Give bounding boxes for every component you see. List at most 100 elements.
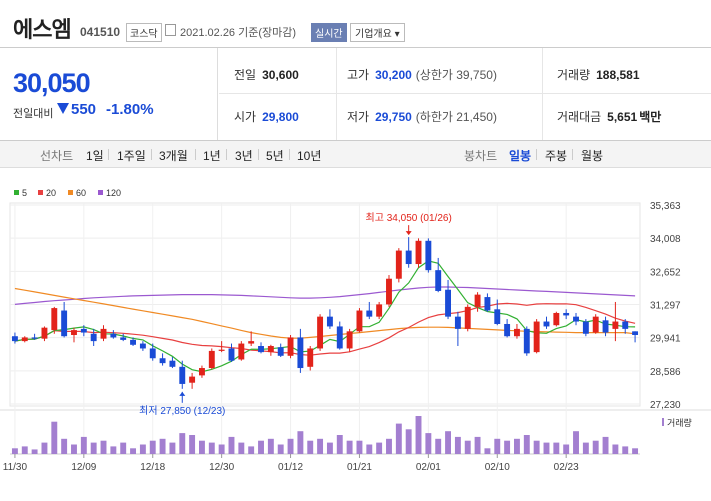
high-price: 고가 30,200 (상한가 39,750): [347, 66, 497, 83]
period-1w[interactable]: 1주일: [117, 149, 146, 163]
prev-close-value: 30,600: [262, 68, 299, 82]
x-tick-label: 12/09: [71, 462, 96, 473]
candle-body: [120, 337, 127, 340]
period-3y[interactable]: 3년: [235, 149, 253, 163]
candle-body: [592, 316, 599, 333]
volume-bar: [533, 440, 540, 454]
candle-body: [307, 348, 314, 367]
volume-bar: [258, 440, 264, 454]
candle-body: [346, 331, 353, 349]
volume-bar: [514, 438, 520, 454]
chevron-down-icon: ▾: [394, 29, 400, 40]
volume-bar: [632, 448, 639, 454]
x-tick-label: 02/23: [554, 462, 579, 473]
y-tick-label: 31,297: [650, 301, 681, 312]
volume-bar: [139, 444, 146, 454]
divider: [226, 149, 227, 160]
volume-bar: [504, 440, 511, 454]
candle-body: [573, 316, 579, 322]
volume-bar: [189, 435, 196, 454]
y-tick-label: 34,008: [650, 234, 681, 245]
x-tick-label: 01/21: [347, 462, 372, 473]
trade-amount: 거래대금 5,651 백만: [557, 108, 661, 125]
candle-body: [297, 337, 304, 369]
divider: [289, 149, 290, 160]
high-value: 30,200: [375, 68, 412, 82]
volume-bar: [543, 442, 550, 454]
ma20-line: [14, 302, 636, 356]
volume-bar: [41, 442, 48, 454]
x-tick-label: 12/30: [209, 462, 234, 473]
period-1y[interactable]: 1년: [203, 149, 221, 163]
realtime-button[interactable]: 실시간: [311, 23, 347, 42]
volume-bar: [494, 438, 501, 454]
volume-bar: [51, 421, 58, 454]
volume-bar: [287, 438, 294, 454]
candle-body: [553, 312, 560, 326]
candle-body: [435, 270, 442, 291]
candle-body: [130, 339, 136, 345]
candle-daily[interactable]: 일봉: [509, 149, 532, 163]
volume-bar: [435, 438, 442, 454]
stock-chart: 35,363 34,008 32,652 31,297 29,941 28,586 27,2…: [0, 168, 711, 496]
divider: [151, 149, 152, 160]
candle-body: [395, 250, 402, 279]
volume-bar: [622, 446, 629, 454]
ma120-line: [14, 286, 636, 305]
candle-body: [563, 312, 570, 316]
volume-bar: [474, 436, 481, 454]
volume: 거래량 188,581: [557, 66, 640, 83]
volume-bar: [100, 440, 107, 454]
volume-bar: [582, 442, 589, 454]
x-tick-label: 02/10: [485, 462, 510, 473]
stock-header: 에스엠 041510 코스닥 2021.02.26 기준(장마감) 실시간 기업…: [0, 0, 711, 48]
candle-body: [41, 327, 48, 339]
volume-legend-swatch: [662, 418, 664, 426]
candle-body: [169, 360, 176, 367]
candle-body: [21, 337, 28, 342]
lower-limit: (하한가 21,450): [415, 110, 497, 124]
legend-label: 5: [22, 188, 27, 198]
candle-monthly[interactable]: 월봉: [581, 149, 604, 163]
candle-body: [258, 346, 264, 353]
stock-name: 에스엠: [13, 17, 72, 42]
market-badge: 코스닥: [126, 23, 162, 42]
divider: [572, 149, 573, 160]
candle-body: [504, 323, 511, 337]
period-10y[interactable]: 10년: [297, 149, 322, 163]
candle-body: [199, 368, 205, 376]
volume-bar: [415, 416, 422, 454]
candle-body: [228, 348, 235, 361]
volume-bar: [484, 448, 491, 454]
legend-swatch: [14, 190, 19, 195]
stock-code: 041510: [80, 25, 121, 39]
volume-bar: [445, 431, 451, 454]
volume-bar: [523, 435, 530, 454]
candle-body: [582, 321, 589, 334]
candlestick-chart: 35,363 34,008 32,652 31,297 29,941 28,586 27,2…: [0, 188, 711, 473]
volume-bar: [425, 433, 432, 454]
volume-bar: [592, 440, 599, 454]
low-price: 저가 29,750 (하한가 21,450): [347, 108, 497, 125]
low-label: 저가: [347, 110, 370, 124]
candle-body: [149, 348, 156, 359]
change-rate: -1.80%: [106, 101, 154, 118]
base-date: 2021.02.26 기준(장마감): [180, 27, 297, 39]
divider: [258, 149, 259, 160]
candle-body: [139, 343, 146, 349]
candle-weekly[interactable]: 주봉: [545, 149, 568, 163]
volume-bar: [307, 440, 314, 454]
x-tick-label: 01/12: [278, 462, 303, 473]
period-5y[interactable]: 5년: [266, 149, 284, 163]
period-1d[interactable]: 1일: [86, 149, 104, 163]
volume-bar: [553, 442, 560, 454]
low-value: 29,750: [375, 110, 412, 124]
candle-body: [425, 240, 432, 271]
amount-unit: 백만: [639, 110, 662, 124]
ma5-line: [14, 260, 636, 373]
period-3m[interactable]: 3개월: [159, 149, 188, 163]
volume-legend-label: 거래량: [667, 417, 692, 428]
legend-label: 120: [106, 188, 121, 198]
company-info-dropdown[interactable]: 기업개요 ▾: [350, 23, 405, 42]
volume-bar: [228, 436, 235, 454]
